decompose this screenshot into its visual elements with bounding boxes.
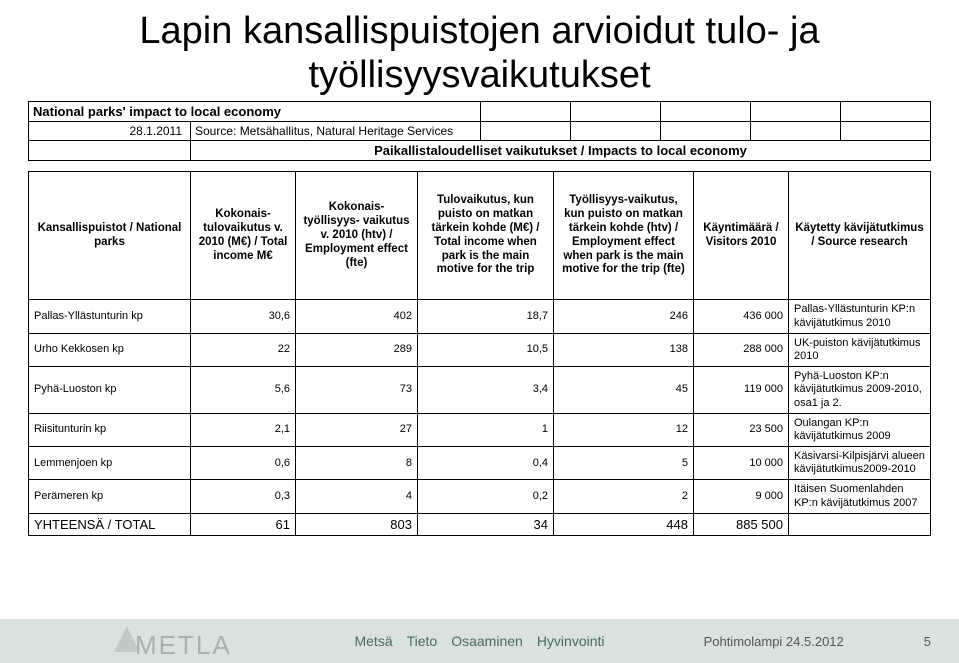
table-row: Lemmenjoen kp0,680,4510 000Käsivarsi-Kil… [29, 447, 931, 480]
value-cell: 22 [191, 333, 296, 366]
tree-icon: ▲ [105, 613, 149, 663]
source-cell: UK-puiston kävijätutkimus 2010 [789, 333, 931, 366]
value-cell: 8 [296, 447, 418, 480]
value-cell: 2,1 [191, 413, 296, 446]
col-header: Tulovaikutus, kun puisto on matkan tärke… [418, 172, 554, 300]
col-header: Työllisyys-vaikutus, kun puisto on matka… [554, 172, 694, 300]
value-cell: 2 [554, 480, 694, 513]
value-cell: 402 [296, 300, 418, 333]
table-row: Pallas-Yllästunturin kp30,640218,7246436… [29, 300, 931, 333]
footer-date-right: Pohtimolampi 24.5.2012 [704, 634, 844, 649]
total-value: 61 [191, 513, 296, 536]
footer-word: Tieto [407, 633, 438, 649]
value-cell: 10 000 [694, 447, 789, 480]
table-total-row: YHTEENSÄ / TOTAL6180334448885 500 [29, 513, 931, 536]
value-cell: 0,3 [191, 480, 296, 513]
page-number: 5 [924, 634, 931, 649]
value-cell: 4 [296, 480, 418, 513]
col-header: Käytetty kävijätutkimus / Source researc… [789, 172, 931, 300]
col-header: Kansallispuistot / National parks [29, 172, 191, 300]
impacts-span-header: Paikallistaloudelliset vaikutukset / Imp… [191, 141, 931, 161]
total-value: 34 [418, 513, 554, 536]
source-cell: Pyhä-Luoston KP:n kävijätutkimus 2009-20… [789, 367, 931, 414]
value-cell: 5 [554, 447, 694, 480]
footer-keywords: Metsä Tieto Osaaminen Hyvinvointi [354, 633, 604, 649]
table-row: Riisitunturin kp2,12711223 500Oulangan K… [29, 413, 931, 446]
value-cell: 9 000 [694, 480, 789, 513]
source-cell: Oulangan KP:n kävijätutkimus 2009 [789, 413, 931, 446]
park-name: Urho Kekkosen kp [29, 333, 191, 366]
table-row: Urho Kekkosen kp2228910,5138288 000UK-pu… [29, 333, 931, 366]
value-cell: 10,5 [418, 333, 554, 366]
value-cell: 0,2 [418, 480, 554, 513]
logo-text: METLA [135, 630, 232, 661]
value-cell: 138 [554, 333, 694, 366]
park-name: Riisitunturin kp [29, 413, 191, 446]
header-date: 28.1.2011 [29, 122, 191, 141]
park-name: Pallas-Yllästunturin kp [29, 300, 191, 333]
value-cell: 45 [554, 367, 694, 414]
impact-label: National parks' impact to local economy [29, 102, 481, 122]
value-cell: 246 [554, 300, 694, 333]
col-header: Kokonais-tulovaikutus v. 2010 (M€) / Tot… [191, 172, 296, 300]
data-table: Kansallispuistot / National parks Kokona… [28, 171, 931, 536]
value-cell: 18,7 [418, 300, 554, 333]
footer-word: Osaaminen [451, 633, 523, 649]
total-source [789, 513, 931, 536]
table-row: Perämeren kp0,340,229 000Itäisen Suomenl… [29, 480, 931, 513]
source-cell: Käsivarsi-Kilpisjärvi alueen kävijätutki… [789, 447, 931, 480]
value-cell: 436 000 [694, 300, 789, 333]
footer-right: Pohtimolampi 24.5.2012 5 [704, 634, 931, 649]
source-cell: Pallas-Yllästunturin KP:n kävijätutkimus… [789, 300, 931, 333]
value-cell: 12 [554, 413, 694, 446]
footer-word: Metsä [354, 633, 392, 649]
value-cell: 30,6 [191, 300, 296, 333]
value-cell: 119 000 [694, 367, 789, 414]
footer-word: Hyvinvointi [537, 633, 605, 649]
total-label: YHTEENSÄ / TOTAL [29, 513, 191, 536]
total-value: 803 [296, 513, 418, 536]
footer-bar: ▲ METLA Metsä Tieto Osaaminen Hyvinvoint… [0, 619, 959, 663]
total-value: 885 500 [694, 513, 789, 536]
park-name: Pyhä-Luoston kp [29, 367, 191, 414]
header-source: Source: Metsähallitus, Natural Heritage … [191, 122, 481, 141]
value-cell: 5,6 [191, 367, 296, 414]
park-name: Perämeren kp [29, 480, 191, 513]
total-value: 448 [554, 513, 694, 536]
slide: Lapin kansallispuistojen arvioidut tulo-… [0, 0, 959, 663]
col-header: Kokonais-työllisyys- vaikutus v. 2010 (h… [296, 172, 418, 300]
value-cell: 0,6 [191, 447, 296, 480]
value-cell: 1 [418, 413, 554, 446]
col-header: Käyntimäärä / Visitors 2010 [694, 172, 789, 300]
value-cell: 289 [296, 333, 418, 366]
value-cell: 3,4 [418, 367, 554, 414]
value-cell: 288 000 [694, 333, 789, 366]
value-cell: 73 [296, 367, 418, 414]
table-row: Pyhä-Luoston kp5,6733,445119 000Pyhä-Luo… [29, 367, 931, 414]
value-cell: 23 500 [694, 413, 789, 446]
table-header-row: Kansallispuistot / National parks Kokona… [29, 172, 931, 300]
source-cell: Itäisen Suomenlahden KP:n kävijätutkimus… [789, 480, 931, 513]
header-info-table: National parks' impact to local economy … [28, 101, 931, 161]
page-title: Lapin kansallispuistojen arvioidut tulo-… [28, 10, 931, 97]
value-cell: 27 [296, 413, 418, 446]
park-name: Lemmenjoen kp [29, 447, 191, 480]
value-cell: 0,4 [418, 447, 554, 480]
